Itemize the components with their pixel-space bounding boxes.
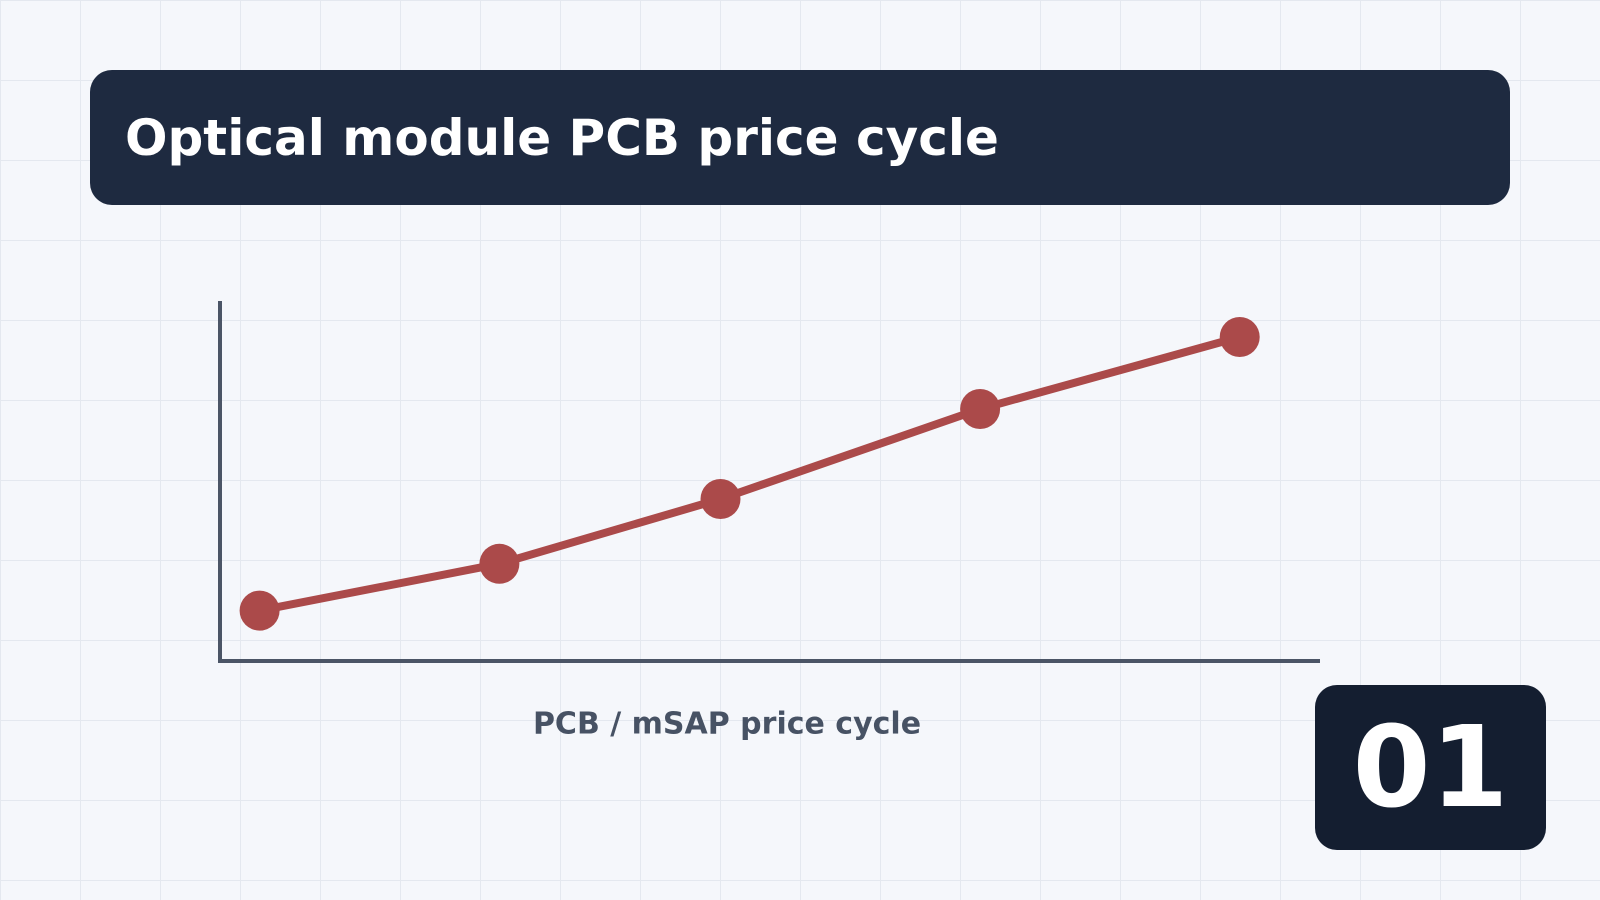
data-point bbox=[479, 543, 520, 584]
data-point bbox=[239, 590, 280, 631]
data-point bbox=[1219, 317, 1260, 357]
title-bar: Optical module PCB price cycle bbox=[90, 70, 1510, 205]
x-axis-label: PCB / mSAP price cycle bbox=[533, 707, 921, 742]
data-line bbox=[258, 333, 1241, 615]
data-point bbox=[700, 479, 741, 519]
data-point bbox=[960, 389, 1001, 429]
slide-number: 01 bbox=[1315, 685, 1546, 850]
chart-title: Optical module PCB price cycle bbox=[125, 108, 999, 167]
